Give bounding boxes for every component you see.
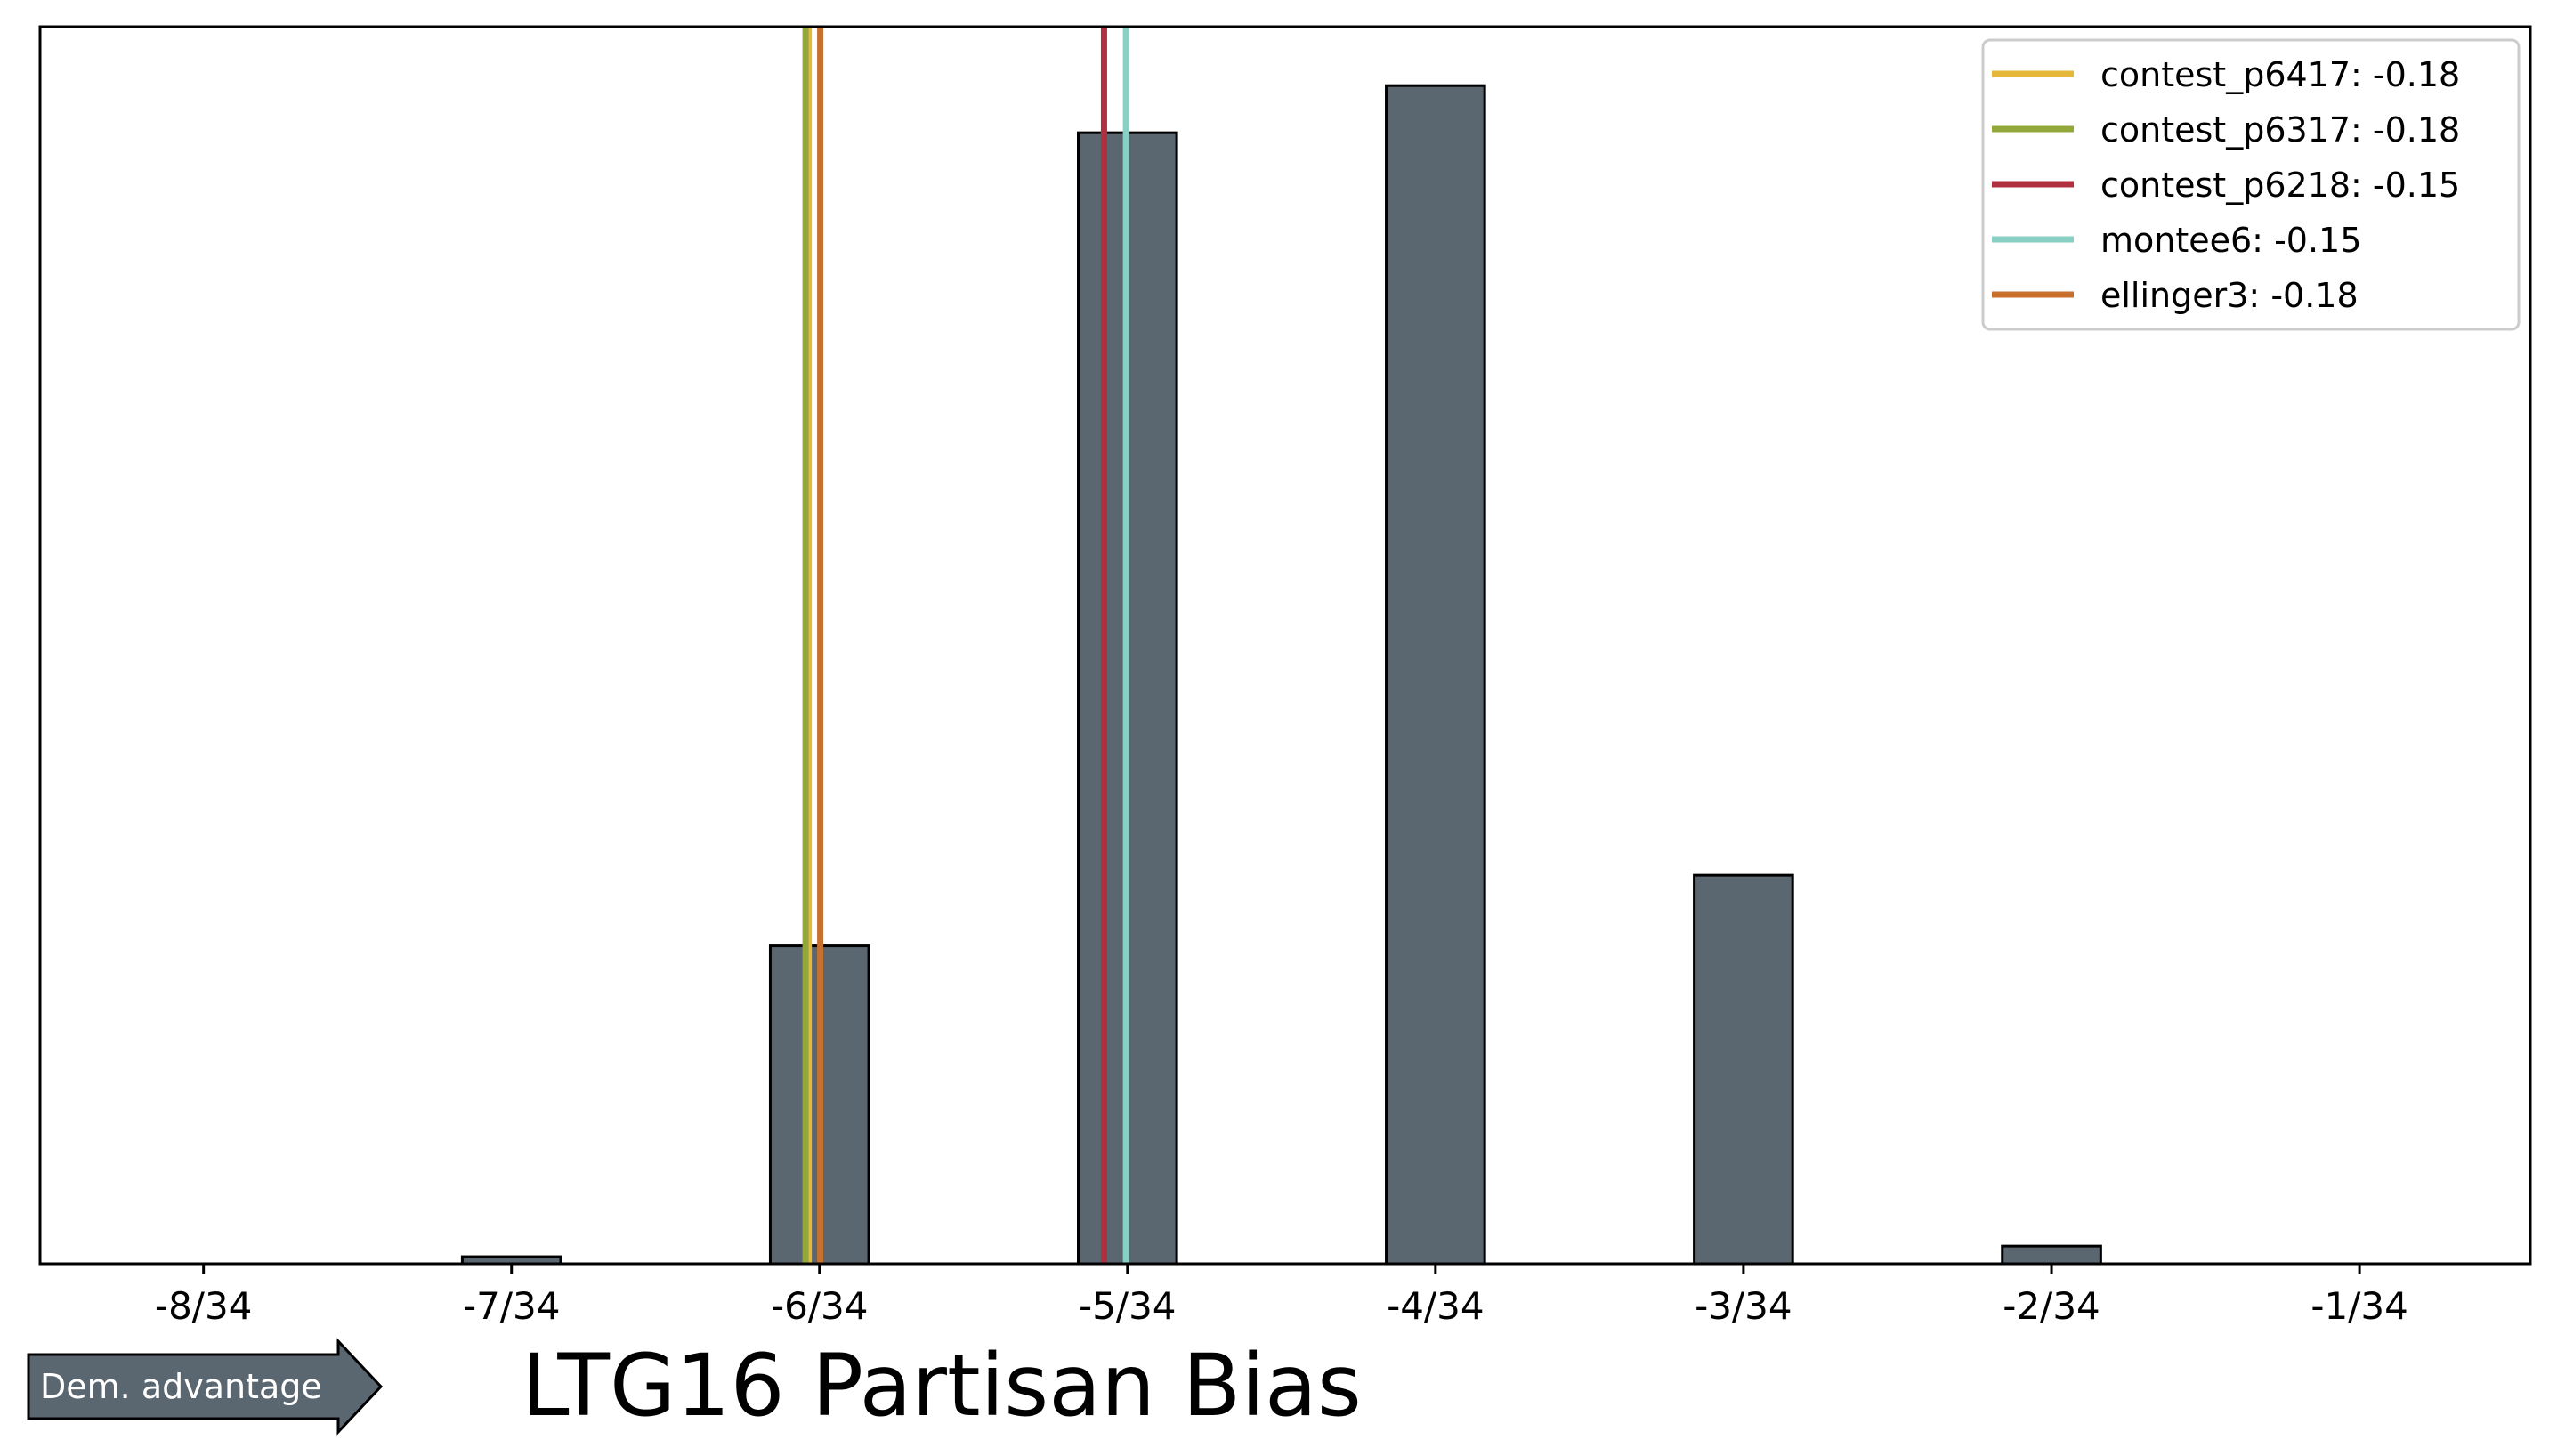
x-tick-label: -1/34: [2310, 1284, 2407, 1328]
reference-lines-layer: [802, 27, 1129, 1264]
chart-title: LTG16 Partisan Bias: [522, 1336, 1362, 1436]
x-tick-label: -6/34: [771, 1284, 868, 1328]
x-tick-label: -8/34: [155, 1284, 252, 1328]
dem-advantage-arrow: Dem. advantage: [27, 1338, 384, 1436]
x-tick-label: -2/34: [2003, 1284, 2100, 1328]
legend-entry: contest_p6218: -0.15: [2100, 166, 2460, 205]
histogram-bar: [1693, 873, 1794, 1266]
legend-entry: montee6: -0.15: [2100, 221, 2361, 260]
histogram-bar: [1385, 84, 1486, 1266]
legend-entry: contest_p6317: -0.18: [2100, 110, 2460, 150]
x-tick-label: -7/34: [463, 1284, 560, 1328]
histogram-bar: [2001, 1244, 2102, 1266]
legend: contest_p6417: -0.18 contest_p6317: -0.18…: [1981, 38, 2521, 331]
legend-entry: contest_p6417: -0.18: [2100, 55, 2460, 94]
arrow-label: Dem. advantage: [40, 1367, 322, 1406]
arrow-shape: [27, 1338, 384, 1436]
x-tick-label: -5/34: [1079, 1284, 1176, 1328]
x-tick-label: -4/34: [1387, 1284, 1484, 1328]
legend-box: [1981, 38, 2521, 331]
plot-frame: [38, 25, 2532, 1266]
legend-entry: ellinger3: -0.18: [2100, 276, 2359, 315]
x-axis-ticks: -8/34 -7/34 -6/34 -5/34 -4/34 -3/34 -2/34 -1/34: [155, 1264, 2408, 1328]
x-tick-label: -3/34: [1695, 1284, 1792, 1328]
